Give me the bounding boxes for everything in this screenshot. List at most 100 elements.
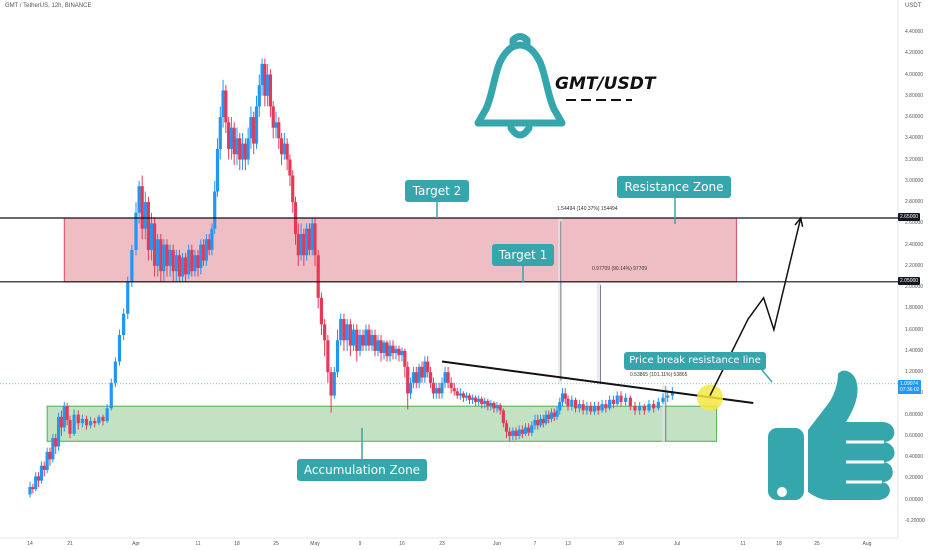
candle-body [520, 429, 524, 434]
candle-body [411, 372, 416, 383]
chart-header: GMT / TetherUS, 12h, BINANCE [5, 3, 92, 9]
candle [302, 228, 306, 266]
candle [140, 175, 144, 240]
candle [547, 410, 551, 424]
y-tick-label: 1.80000 [905, 305, 924, 312]
thumbs-up-icon [768, 370, 895, 500]
candle [227, 117, 231, 160]
candle [288, 154, 292, 187]
candle [492, 400, 496, 413]
candle [458, 388, 462, 400]
candle [538, 414, 543, 428]
candle-body [42, 465, 46, 470]
candle-body [153, 223, 157, 266]
candle [501, 408, 505, 428]
measure-label-2: 0.97709 (90.14%) 97709 [592, 266, 648, 272]
candle-body [563, 393, 567, 399]
candle [428, 366, 433, 389]
candle [652, 399, 656, 413]
candle-body [633, 406, 637, 411]
candle [351, 324, 356, 351]
candle [174, 249, 178, 282]
candle-body [34, 476, 38, 490]
y-tick-label: 1.40000 [905, 347, 924, 354]
candle [406, 361, 410, 410]
candle-body [240, 143, 245, 160]
candle-body [615, 395, 619, 405]
candle [235, 127, 239, 165]
candle-body [376, 340, 380, 351]
candle-body [394, 348, 398, 354]
candle [523, 423, 528, 436]
candle-body [235, 138, 239, 155]
candle [533, 414, 537, 430]
candle-body [266, 74, 270, 96]
candle-body [355, 329, 359, 351]
candle [544, 410, 548, 426]
candle-body [420, 366, 424, 378]
candle [165, 239, 169, 277]
y-tick-label: 3.00000 [905, 177, 924, 184]
candle [604, 399, 608, 413]
candle-body [268, 74, 273, 107]
candle-body [596, 406, 600, 411]
candle-body [426, 361, 430, 373]
candle [480, 396, 484, 409]
candle [335, 329, 340, 378]
candle [461, 391, 465, 402]
candle [68, 415, 72, 439]
candle-body [573, 399, 578, 409]
candle-body [538, 418, 543, 426]
candle-body [302, 233, 306, 256]
candle [313, 218, 317, 266]
candle-body [431, 382, 436, 394]
candle [573, 397, 578, 413]
candle-body [544, 414, 548, 424]
candle [80, 414, 84, 428]
candle [89, 416, 93, 429]
accumulation-zone-label: Accumulation Zone [297, 459, 427, 481]
candle [411, 366, 416, 389]
candle-body [323, 324, 327, 341]
candle [486, 398, 490, 411]
y-tick-label: 1.60000 [905, 326, 924, 333]
candle-body [504, 423, 509, 432]
candle-body [423, 361, 427, 378]
candle [271, 101, 275, 139]
candle-body [263, 63, 267, 96]
candle-body [140, 186, 144, 229]
candle [221, 79, 225, 128]
candle [541, 414, 545, 428]
x-tick-label: 25 [814, 541, 820, 547]
candle-body [480, 398, 484, 405]
candle-body [464, 395, 469, 398]
candle [229, 117, 234, 160]
candle [592, 401, 597, 415]
candle [162, 239, 166, 282]
candle-body [184, 257, 188, 275]
candle-body [162, 244, 166, 272]
candle [59, 410, 64, 436]
resistance-zone-label: Resistance Zone [617, 176, 731, 198]
candle [279, 132, 284, 165]
x-tick-label: 11 [740, 541, 746, 547]
y-tick-label: 3.20000 [905, 156, 924, 163]
candle-body [36, 476, 41, 481]
candle-body [218, 117, 222, 149]
candle-body [310, 223, 314, 250]
candle-body [68, 420, 72, 434]
candle-body [48, 451, 52, 460]
candle [670, 387, 674, 400]
candle-body [581, 404, 585, 411]
candle-body [408, 382, 413, 394]
candle-body [227, 122, 231, 149]
candle [326, 334, 330, 383]
candle [291, 170, 295, 213]
candle [385, 340, 389, 362]
candle [143, 191, 147, 240]
y-tick-label: 4.40000 [905, 29, 924, 35]
candle [520, 425, 524, 439]
measurement-layer [558, 218, 667, 443]
candle-body [558, 401, 562, 411]
candle-body [367, 329, 371, 346]
